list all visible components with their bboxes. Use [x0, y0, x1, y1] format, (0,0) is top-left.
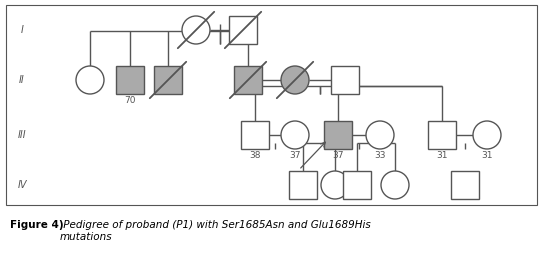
Bar	[154, 66, 182, 94]
Bar	[343, 171, 371, 199]
Text: 70: 70	[124, 96, 136, 105]
Text: Figure 4): Figure 4)	[10, 220, 64, 230]
Text: 31: 31	[481, 151, 493, 160]
Bar	[289, 171, 317, 199]
Text: 33: 33	[374, 151, 386, 160]
Text: 38: 38	[249, 151, 261, 160]
Text: IV: IV	[17, 180, 27, 190]
Bar	[451, 171, 478, 199]
Bar	[241, 121, 269, 149]
Bar	[6, 5, 537, 205]
Text: II: II	[19, 75, 25, 85]
Circle shape	[321, 171, 349, 199]
Bar	[229, 16, 257, 44]
Circle shape	[366, 121, 394, 149]
Circle shape	[76, 66, 104, 94]
Text: I: I	[21, 25, 23, 35]
Bar	[428, 121, 456, 149]
Text: 37: 37	[289, 151, 301, 160]
Text: Pedigree of proband (P1) with Ser1685Asn and Glu1689His
mutations: Pedigree of proband (P1) with Ser1685Asn…	[60, 220, 371, 242]
Circle shape	[281, 121, 309, 149]
Bar	[331, 66, 359, 94]
Circle shape	[281, 66, 309, 94]
Circle shape	[381, 171, 409, 199]
Circle shape	[182, 16, 210, 44]
Text: III: III	[18, 130, 26, 140]
Bar	[234, 66, 262, 94]
Bar	[116, 66, 144, 94]
Text: 31: 31	[436, 151, 448, 160]
Text: 37: 37	[332, 151, 344, 160]
Circle shape	[473, 121, 501, 149]
Bar	[324, 121, 352, 149]
